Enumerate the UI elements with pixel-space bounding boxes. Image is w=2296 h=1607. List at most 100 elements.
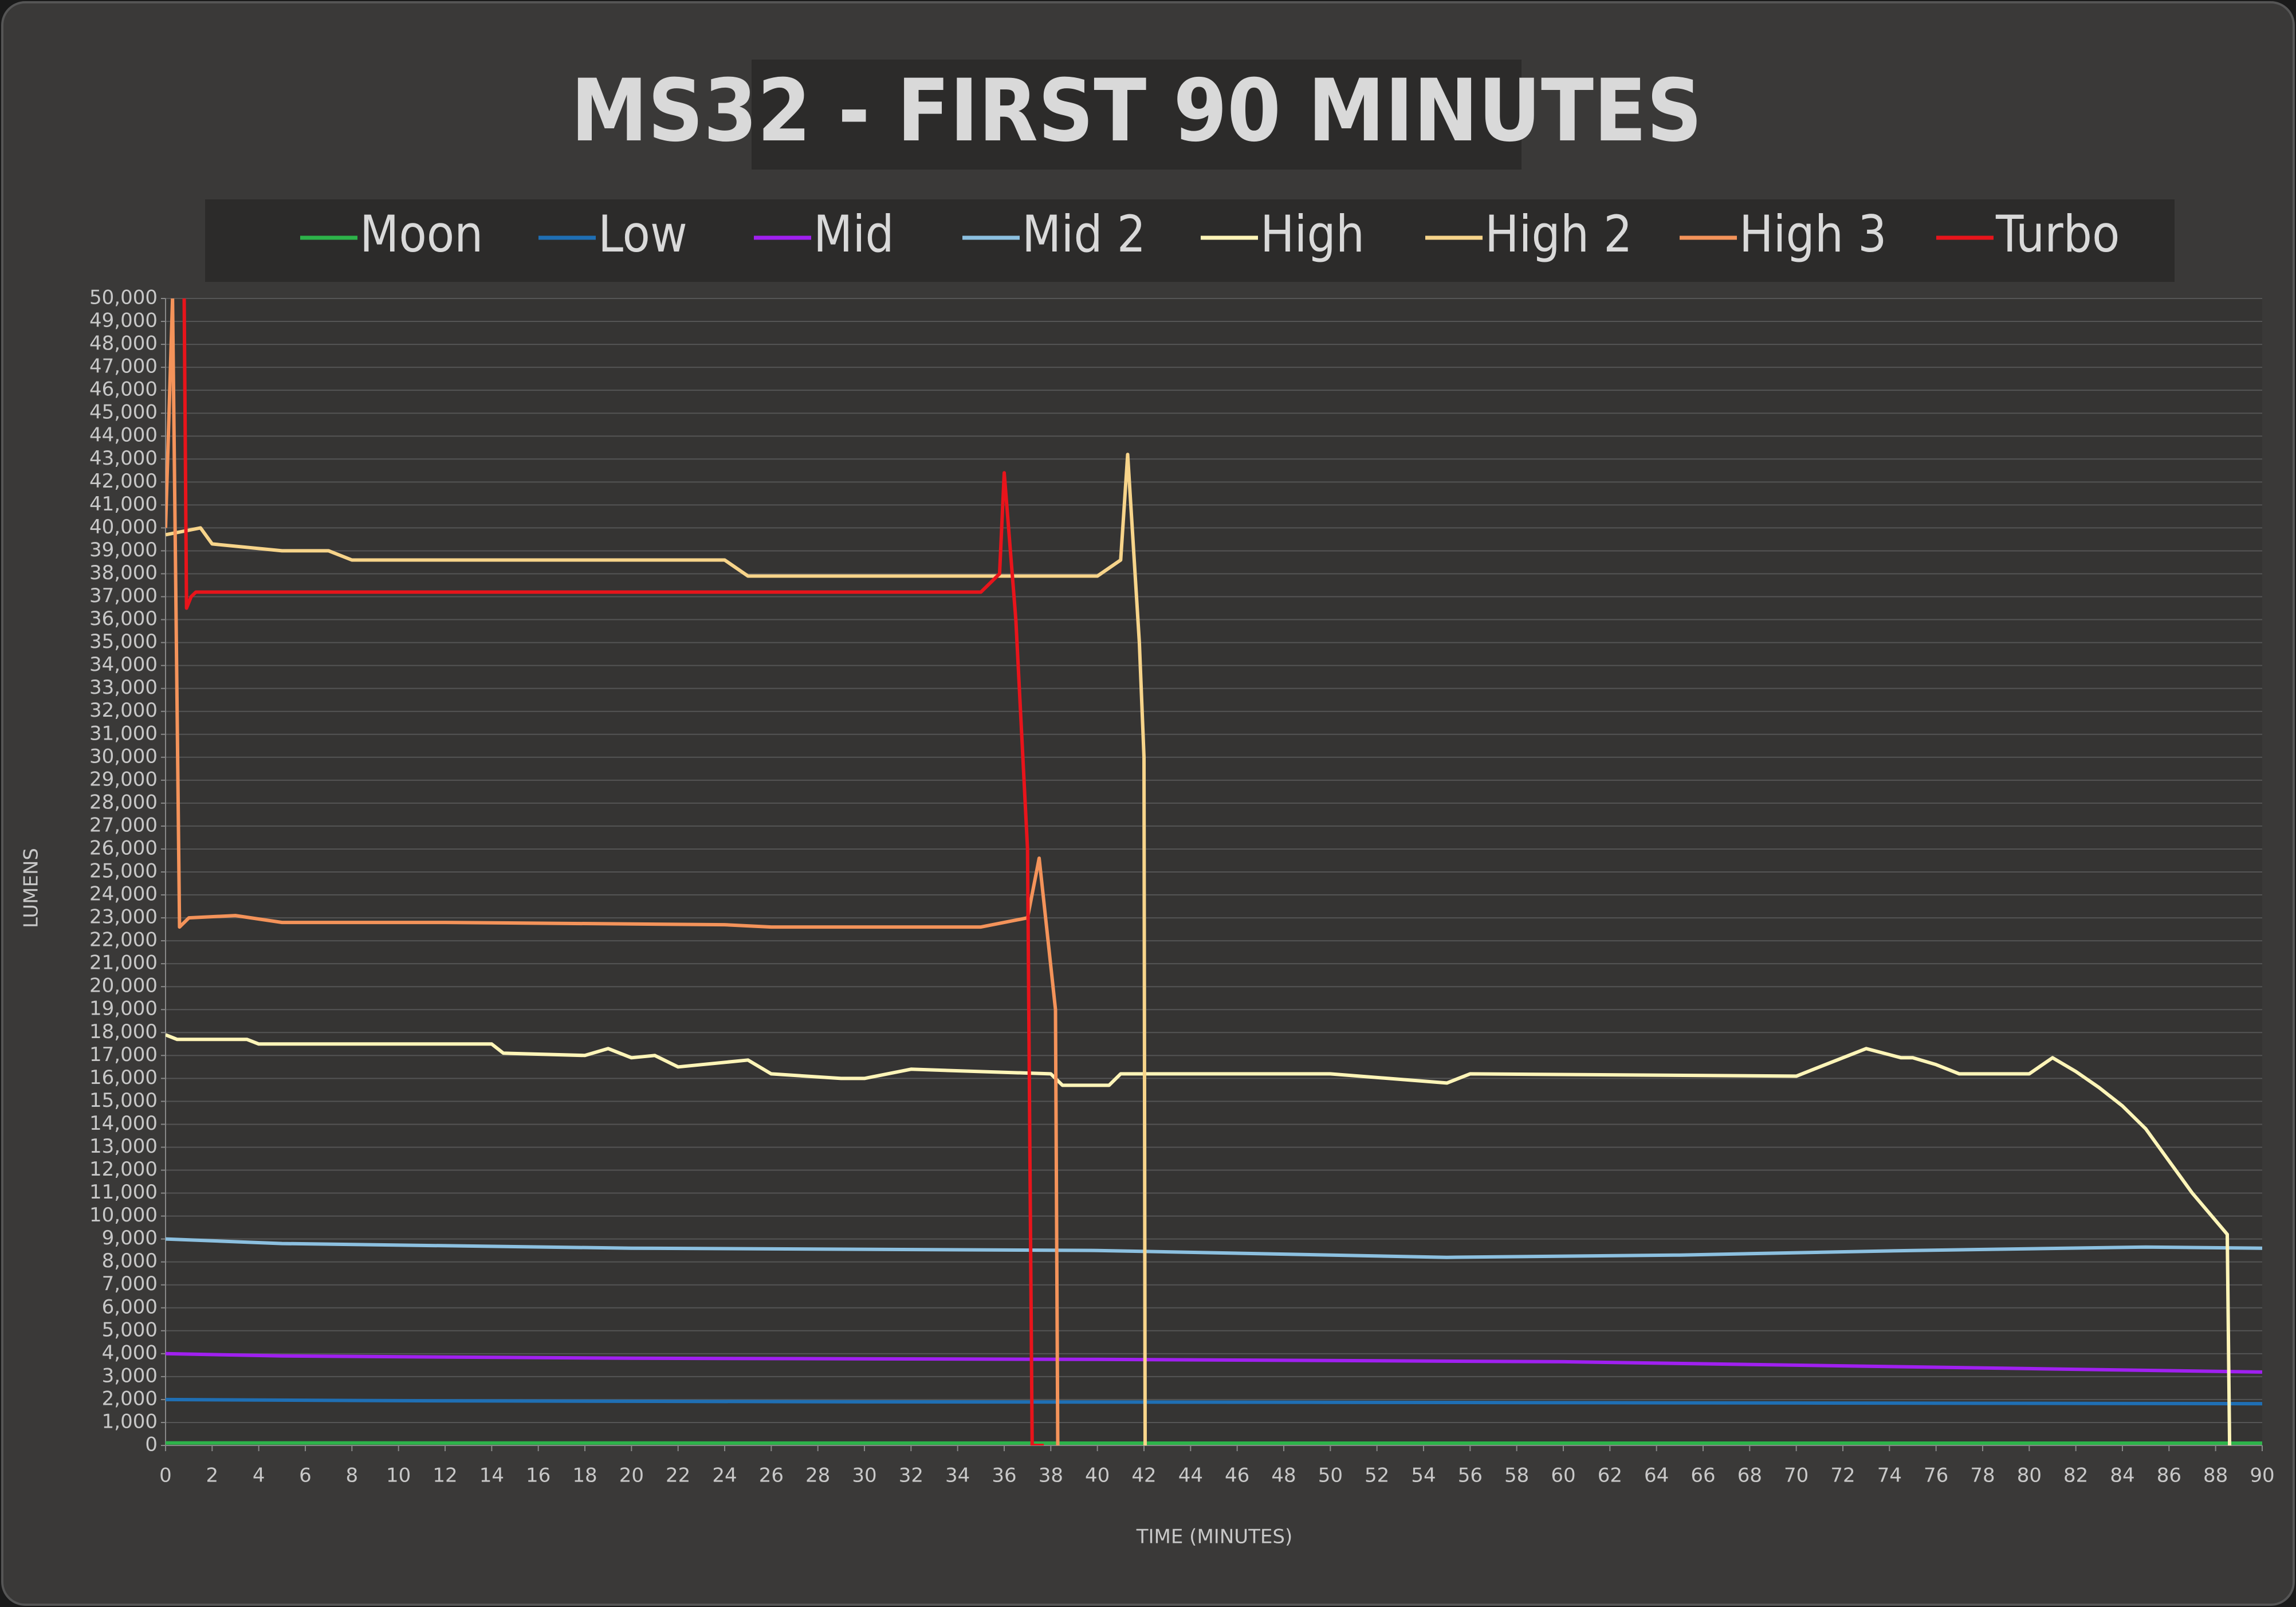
legend-box [205,199,2175,282]
y-tick-label: 40,000 [89,516,158,539]
x-tick-label: 0 [159,1464,172,1487]
x-tick-label: 36 [992,1464,1016,1487]
grid: 01,0002,0003,0004,0005,0006,0007,0008,00… [89,286,2275,1487]
x-tick-label: 16 [526,1464,551,1487]
y-tick-label: 6,000 [102,1295,158,1318]
series-line [166,1237,2262,1259]
x-tick-label: 66 [1690,1464,1715,1487]
x-tick-label: 72 [1830,1464,1855,1487]
x-tick-label: 22 [666,1464,690,1487]
x-tick-label: 10 [386,1464,411,1487]
plot-area [166,298,2262,1445]
x-tick-label: 84 [2110,1464,2134,1487]
y-tick-label: 21,000 [89,952,158,975]
y-tick-label: 9,000 [102,1227,158,1250]
x-tick-label: 30 [852,1464,876,1487]
y-tick-label: 43,000 [89,447,158,470]
x-tick-label: 80 [2017,1464,2042,1487]
x-tick-label: 76 [1924,1464,1948,1487]
y-tick-label: 7,000 [102,1272,158,1295]
x-tick-label: 8 [346,1464,359,1487]
y-tick-label: 5,000 [102,1318,158,1341]
x-tick-label: 18 [572,1464,597,1487]
y-axis-label: LUMENS [20,848,43,928]
y-tick-label: 45,000 [89,401,158,424]
y-tick-label: 3,000 [102,1364,158,1387]
chart-title: MS32 - FIRST 90 MINUTES [571,61,1703,161]
x-tick-label: 6 [299,1464,312,1487]
y-tick-label: 11,000 [89,1181,158,1204]
x-tick-label: 88 [2203,1464,2228,1487]
y-tick-label: 50,000 [89,286,158,309]
x-tick-label: 68 [1737,1464,1762,1487]
x-tick-label: 58 [1504,1464,1529,1487]
y-tick-label: 20,000 [89,975,158,997]
y-tick-label: 17,000 [89,1043,158,1066]
x-tick-label: 42 [1131,1464,1156,1487]
y-tick-label: 33,000 [89,676,158,699]
y-tick-label: 22,000 [89,929,158,952]
y-tick-label: 31,000 [89,722,158,745]
y-tick-label: 4,000 [102,1341,158,1364]
y-tick-label: 30,000 [89,745,158,768]
x-tick-label: 40 [1085,1464,1110,1487]
y-tick-label: 13,000 [89,1135,158,1158]
y-tick-label: 26,000 [89,836,158,859]
x-tick-label: 26 [759,1464,784,1487]
x-tick-label: 28 [805,1464,830,1487]
series-line [166,453,1147,1445]
y-tick-label: 39,000 [89,539,158,561]
y-tick-label: 48,000 [89,332,158,355]
y-tick-label: 47,000 [89,355,158,378]
legend-label: Mid [813,205,894,264]
y-tick-label: 10,000 [89,1204,158,1227]
legend-label: Mid 2 [1022,205,1146,264]
x-tick-label: 86 [2157,1464,2181,1487]
x-tick-label: 4 [253,1464,265,1487]
x-tick-label: 90 [2250,1464,2274,1487]
x-tick-label: 50 [1318,1464,1343,1487]
x-tick-label: 46 [1225,1464,1249,1487]
x-axis-label: TIME (MINUTES) [1136,1526,1292,1549]
legend-label: High 2 [1485,205,1633,264]
y-tick-label: 38,000 [89,561,158,584]
y-tick-label: 8,000 [102,1250,158,1272]
y-tick-label: 14,000 [89,1112,158,1135]
x-tick-label: 14 [479,1464,504,1487]
x-tick-label: 56 [1458,1464,1483,1487]
x-tick-label: 78 [1970,1464,1995,1487]
x-tick-label: 32 [899,1464,923,1487]
y-tick-label: 37,000 [89,584,158,607]
y-tick-label: 16,000 [89,1066,158,1089]
y-tick-label: 42,000 [89,470,158,493]
legend-label: Turbo [1995,205,2120,264]
x-tick-label: 52 [1365,1464,1389,1487]
series-line [166,1033,2232,1445]
series-line [166,298,1060,1445]
x-tick-label: 38 [1039,1464,1063,1487]
y-tick-label: 35,000 [89,630,158,653]
y-tick-label: 15,000 [89,1089,158,1112]
y-tick-label: 32,000 [89,699,158,722]
x-tick-label: 20 [619,1464,644,1487]
y-tick-label: 46,000 [89,378,158,401]
x-tick-label: 44 [1178,1464,1203,1487]
y-tick-label: 41,000 [89,493,158,516]
y-tick-label: 44,000 [89,424,158,447]
y-tick-label: 28,000 [89,791,158,814]
x-tick-label: 70 [1784,1464,1809,1487]
x-tick-label: 34 [945,1464,970,1487]
y-tick-label: 49,000 [89,309,158,332]
x-tick-label: 2 [206,1464,219,1487]
x-tick-label: 82 [2063,1464,2088,1487]
y-tick-label: 24,000 [89,883,158,906]
y-tick-label: 18,000 [89,1020,158,1043]
y-tick-label: 2,000 [102,1387,158,1410]
y-tick-label: 25,000 [89,860,158,883]
x-tick-label: 24 [712,1464,737,1487]
series-line [166,1397,2262,1406]
y-tick-label: 29,000 [89,768,158,791]
x-tick-label: 60 [1551,1464,1575,1487]
x-tick-label: 62 [1598,1464,1622,1487]
